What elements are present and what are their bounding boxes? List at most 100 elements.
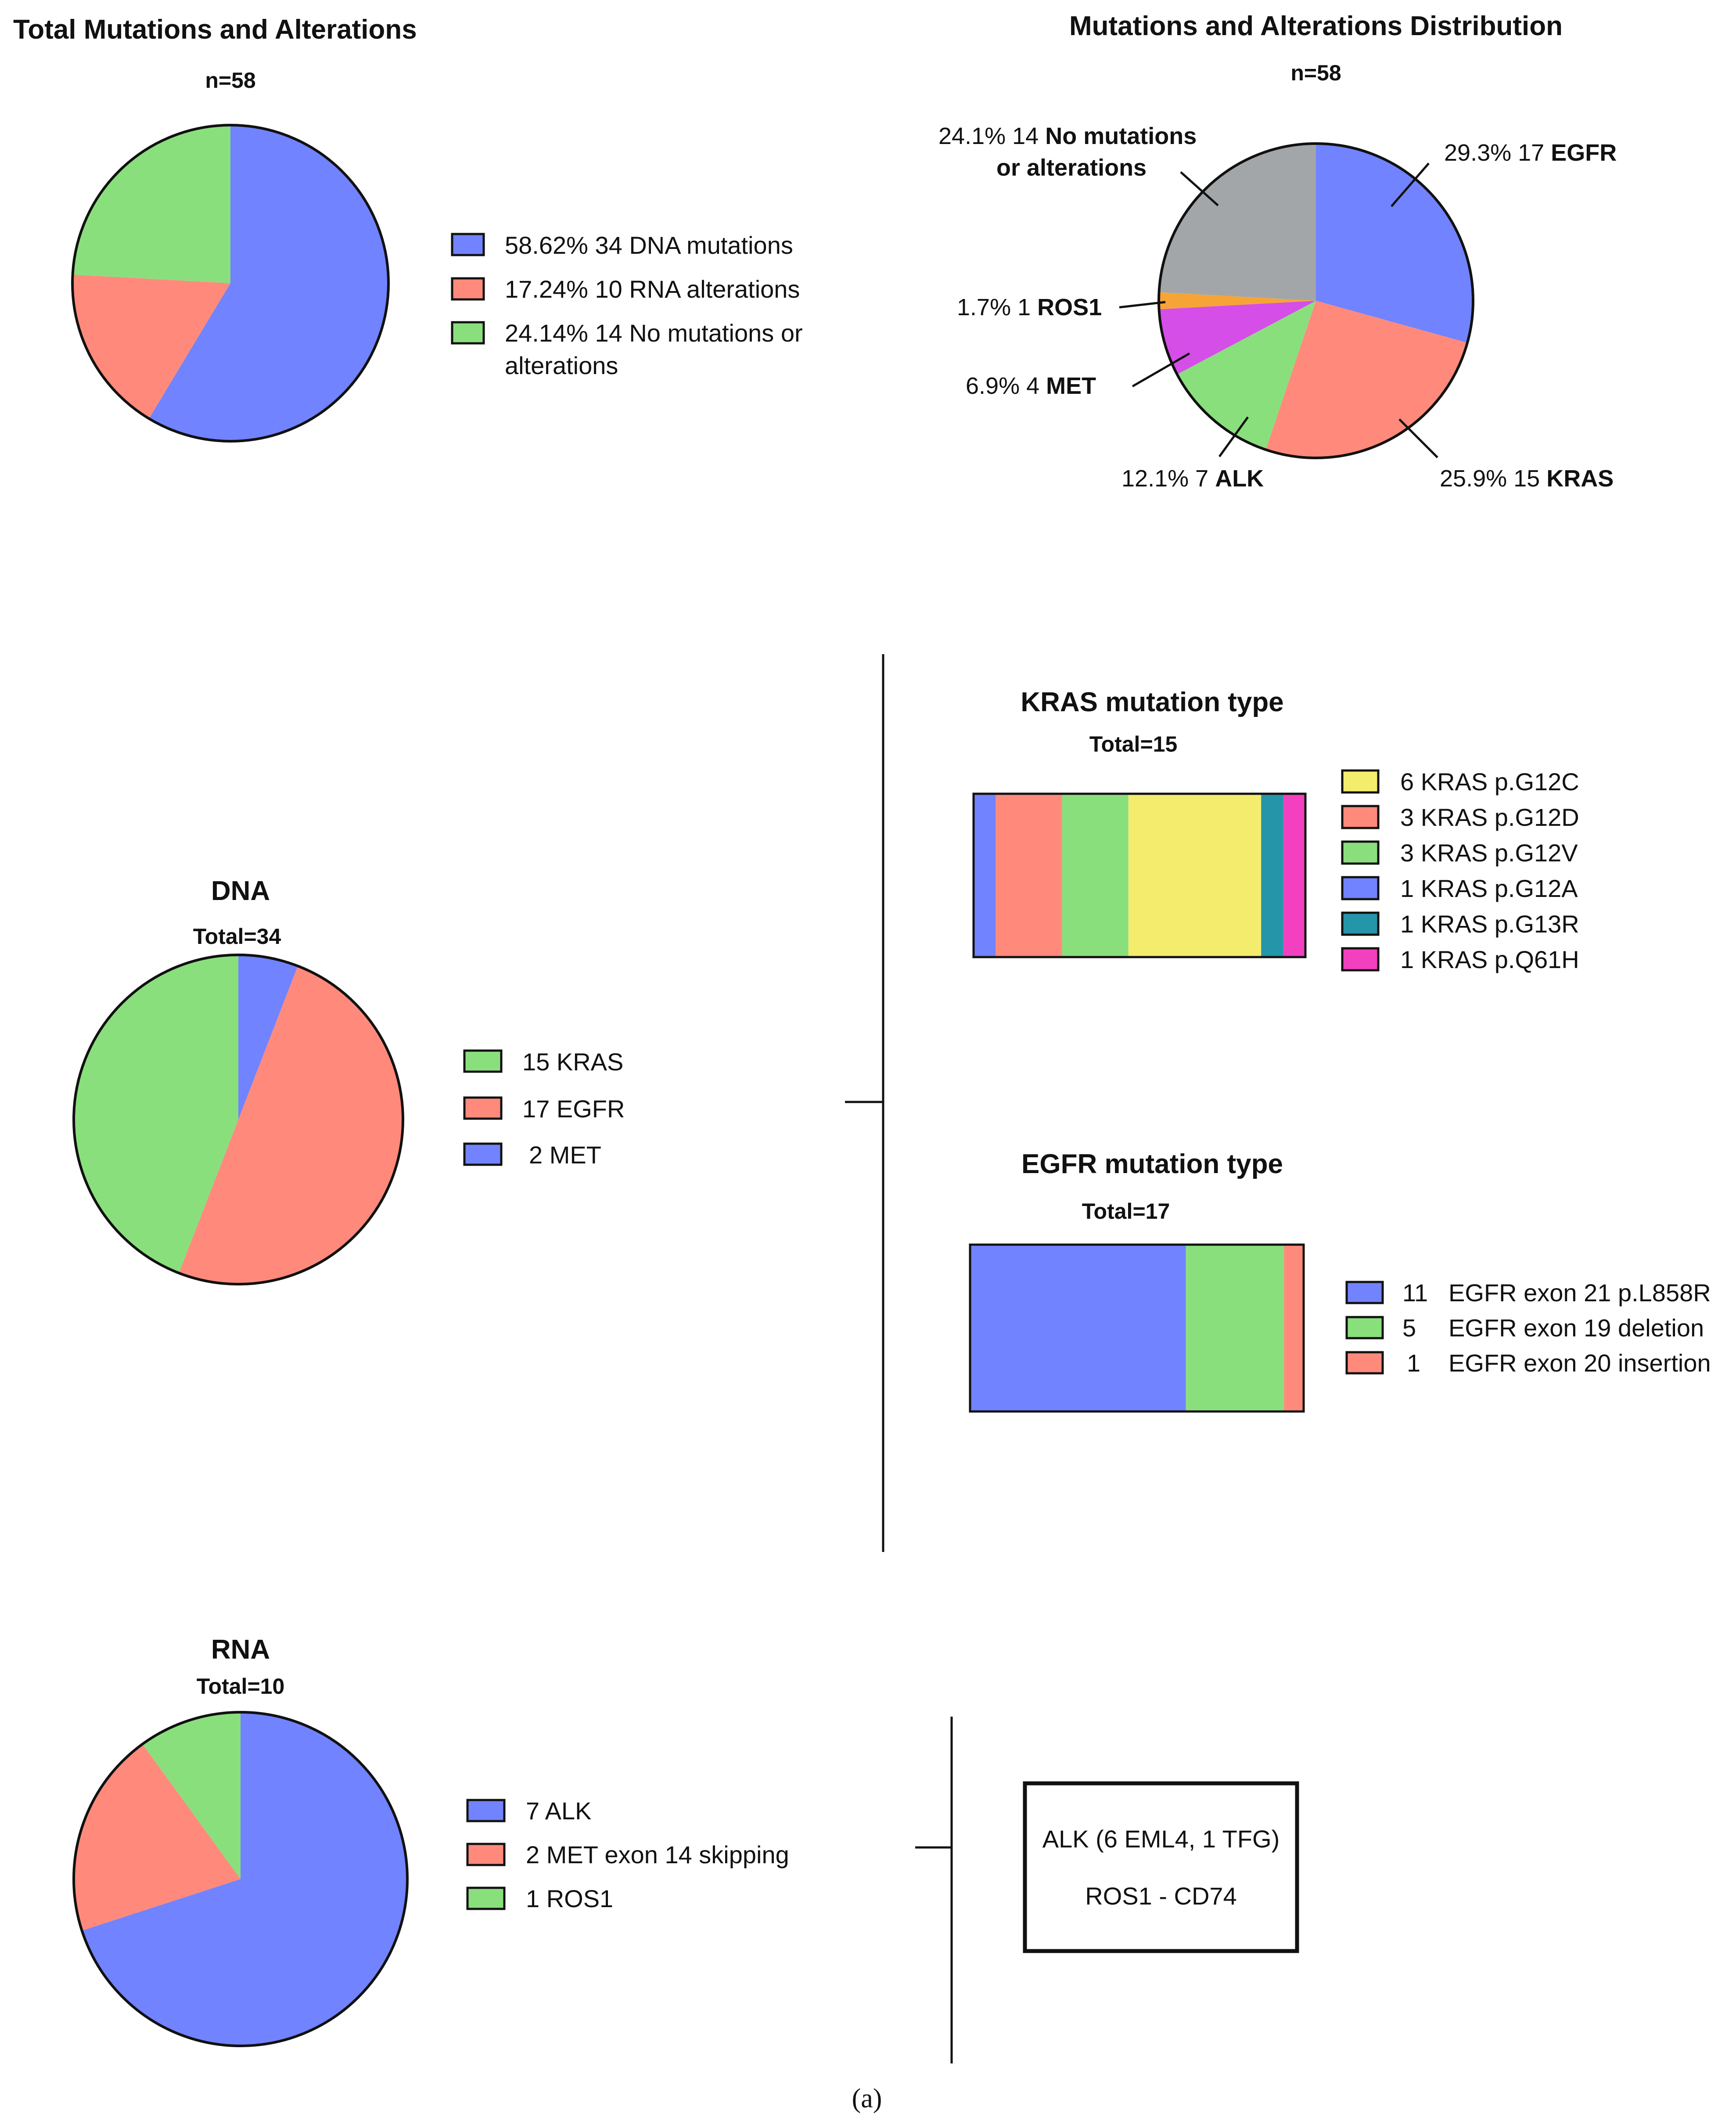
rna-chart-title: RNA (211, 1635, 270, 1665)
dna-legend-swatch-met (463, 1142, 503, 1166)
kras-chart-title: KRAS mutation type (1021, 687, 1283, 717)
leader-line-kras (1398, 418, 1438, 458)
total-legend-text-rna: 17.24% 10 RNA alterations (505, 275, 800, 303)
egfr-legend-count-del19: 5 (1402, 1314, 1416, 1342)
egfr-legend-text-ins20: EGFR exon 20 insertion (1448, 1349, 1711, 1377)
kras-segment-g12v (1062, 794, 1129, 957)
fusion-box-line-ros1: ROS1 - CD74 (1085, 1882, 1236, 1910)
rna-pie (72, 1711, 409, 2047)
distribution-leader-lines (1119, 162, 1438, 458)
distribution-label-none-line2: or alterations (996, 155, 1147, 181)
egfr-segment-ins20 (1284, 1245, 1304, 1411)
egfr-legend-count-l858r: 11 (1402, 1279, 1428, 1307)
kras-legend-swatch-g13r (1341, 911, 1380, 936)
dna-chart: DNA Total=34 15 KRAS 17 EGFR 2 MET (72, 876, 625, 1285)
distribution-label-alk: 12.1% 7 ALK (1121, 465, 1264, 492)
leader-line-alk (1218, 416, 1249, 457)
kras-legend-text-g12c: 6 KRAS p.G12C (1400, 768, 1579, 796)
dividers (845, 654, 953, 2063)
kras-segment-g12c (1128, 794, 1262, 957)
dna-slice-egfr (179, 966, 403, 1285)
dna-legend: 15 KRAS 17 EGFR 2 MET (463, 1048, 625, 1169)
kras-chart-subtitle: Total=15 (1089, 732, 1178, 756)
kras-legend: 6 KRAS p.G12C 3 KRAS p.G12D 3 KRAS p.G12… (1341, 768, 1579, 973)
egfr-stacked-bar (969, 1243, 1305, 1413)
total-slice-dna (149, 125, 388, 441)
distribution-slice-none (1159, 144, 1316, 301)
kras-legend-text-g12a: 1 KRAS p.G12A (1400, 875, 1578, 902)
rna-legend-swatch-met (466, 1843, 506, 1866)
egfr-chart-title: EGFR mutation type (1021, 1149, 1283, 1179)
total-legend-text-none-line2: alterations (505, 352, 618, 379)
dna-legend-swatch-egfr (463, 1096, 503, 1120)
rna-chart-subtitle: Total=10 (197, 1674, 285, 1699)
total-legend-text-dna: 58.62% 34 DNA mutations (505, 231, 793, 259)
dna-chart-title: DNA (211, 876, 270, 906)
dna-legend-text-met: 2 MET (529, 1141, 601, 1169)
total-slice-rna (72, 274, 231, 419)
egfr-legend-swatch-del19 (1345, 1316, 1384, 1339)
egfr-legend-text-del19: EGFR exon 19 deletion (1448, 1314, 1704, 1342)
kras-legend-swatch-g12a (1341, 876, 1380, 900)
egfr-chart: EGFR mutation type Total=17 11 EGFR exon… (969, 1149, 1711, 1413)
dna-pie (72, 954, 404, 1285)
kras-legend-text-g13r: 1 KRAS p.G13R (1400, 910, 1579, 938)
kras-legend-text-q61h: 1 KRAS p.Q61H (1400, 946, 1579, 973)
rna-legend: 7 ALK 2 MET exon 14 skipping 1 ROS1 (466, 1797, 789, 1912)
egfr-legend-count-ins20: 1 (1407, 1349, 1420, 1377)
total-chart-subtitle: n=58 (205, 68, 255, 93)
rna-slice-alk (82, 1712, 408, 2046)
distribution-label-ros1: 1.7% 1 ROS1 (957, 294, 1102, 320)
kras-legend-swatch-g12c (1341, 769, 1380, 794)
distribution-slice-met (1159, 301, 1316, 374)
distribution-chart-title: Mutations and Alterations Distribution (1069, 11, 1563, 41)
egfr-legend-swatch-ins20 (1345, 1351, 1384, 1375)
fusion-box-frame (1023, 1781, 1299, 1953)
distribution-slice-ros1 (1159, 292, 1316, 310)
dna-legend-text-kras: 15 KRAS (522, 1048, 623, 1076)
dna-slice-met (238, 955, 298, 1120)
distribution-slice-egfr (1316, 144, 1474, 343)
kras-outline (972, 792, 1307, 958)
kras-legend-swatch-g12d (1341, 805, 1380, 829)
distribution-label-kras: 25.9% 15 KRAS (1440, 465, 1614, 492)
kras-legend-swatch-g12v (1341, 840, 1380, 865)
rna-slice-ros1 (142, 1712, 241, 1879)
kras-segment-q61h (1283, 794, 1305, 957)
dna-slice-kras (73, 954, 239, 1273)
egfr-chart-subtitle: Total=17 (1082, 1199, 1170, 1224)
rna-legend-text-ros1: 1 ROS1 (526, 1885, 613, 1912)
total-chart-title: Total Mutations and Alterations (13, 14, 417, 45)
rna-outline (72, 1711, 409, 2047)
distribution-pie (1157, 142, 1474, 459)
leader-line-none (1180, 171, 1219, 206)
distribution-label-none: 24.1% 14 No mutations (938, 123, 1197, 149)
rna-legend-text-alk: 7 ALK (526, 1797, 591, 1825)
distribution-label-met: 6.9% 4 MET (966, 373, 1096, 399)
total-chart: Total Mutations and Alterations n=58 58.… (13, 14, 803, 443)
fusion-box-line-alk: ALK (6 EML4, 1 TFG) (1042, 1825, 1280, 1853)
kras-stacked-bar (972, 792, 1307, 958)
egfr-legend-swatch-l858r (1345, 1281, 1384, 1304)
kras-segment-g13r (1261, 794, 1283, 957)
rna-slice-met (73, 1744, 241, 1931)
egfr-outline (969, 1243, 1305, 1413)
total-legend-text-none: 24.14% 14 No mutations or (505, 319, 803, 347)
egfr-segment-del19 (1186, 1245, 1284, 1411)
distribution-chart-subtitle: n=58 (1290, 61, 1341, 85)
leader-line-met (1132, 352, 1190, 388)
distribution-slice-alk (1177, 301, 1316, 450)
fusion-box: ALK (6 EML4, 1 TFG) ROS1 - CD74 (1023, 1781, 1299, 1953)
distribution-label-egfr: 29.3% 17 EGFR (1444, 140, 1617, 166)
distribution-slice-kras (1265, 301, 1467, 458)
egfr-legend: 11 EGFR exon 21 p.L858R 5 EGFR exon 19 d… (1345, 1279, 1711, 1377)
total-legend: 58.62% 34 DNA mutations 17.24% 10 RNA al… (451, 231, 803, 379)
rna-legend-text-met: 2 MET exon 14 skipping (526, 1841, 789, 1869)
total-legend-swatch-dna (451, 233, 485, 256)
kras-chart: KRAS mutation type Total=15 6 KRAS p.G12… (972, 687, 1579, 973)
rna-chart: RNA Total=10 7 ALK 2 MET exon 14 skippin… (72, 1635, 789, 2047)
distribution-outline (1157, 142, 1474, 459)
dna-outline (72, 954, 404, 1285)
figure-caption: (a) (852, 2084, 882, 2113)
